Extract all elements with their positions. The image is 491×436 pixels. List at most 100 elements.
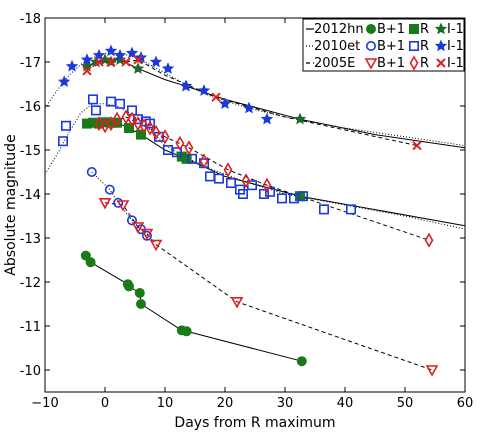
point-2005e-r xyxy=(106,116,116,132)
y-tick-label: -14 xyxy=(20,188,41,203)
point-2005e-r xyxy=(424,232,434,248)
point-2012hn-b-1 xyxy=(181,326,192,337)
point-2005e-b-1 xyxy=(98,198,112,210)
fit-curves xyxy=(45,52,465,371)
point-2005e-r xyxy=(262,177,272,193)
x-tick-label: 30 xyxy=(277,396,294,411)
y-tick-label: -12 xyxy=(20,276,41,291)
point-2010et-i-1 xyxy=(161,62,175,74)
point-2010et-i-1 xyxy=(179,79,193,92)
legend-entry: I-1 xyxy=(447,39,464,54)
y-tick-label: -11 xyxy=(20,320,41,335)
point-2010et-r xyxy=(172,147,183,158)
point-2010et-i-1 xyxy=(125,46,139,59)
point-2005e-i-1 xyxy=(211,92,221,102)
y-tick-label: -16 xyxy=(20,100,41,115)
point-2005e-i-1 xyxy=(94,57,104,67)
y-tick-label: -13 xyxy=(20,232,41,247)
legend-marker xyxy=(434,22,448,35)
legend-entry: R xyxy=(420,39,429,54)
legend-entry: R xyxy=(420,56,429,71)
point-2010et-b-1 xyxy=(127,215,138,226)
point-2005e-b-1 xyxy=(149,239,163,252)
point-2012hn-i-1 xyxy=(293,112,307,125)
x-tick-label: 60 xyxy=(457,396,474,411)
plot-frame xyxy=(44,17,466,393)
point-2005e-r xyxy=(145,120,155,136)
point-2005e-r xyxy=(127,111,137,127)
point-2010et-i-1 xyxy=(80,53,94,66)
legend-marker xyxy=(436,58,446,68)
point-2005e-r xyxy=(241,173,251,189)
point-2010et-r xyxy=(60,120,71,131)
legend-entry: I-1 xyxy=(447,22,464,37)
point-2010et-i-1 xyxy=(242,101,256,114)
point-2005e-i-1 xyxy=(121,57,131,67)
point-2012hn-r xyxy=(181,153,192,164)
point-2010et-r xyxy=(205,171,216,182)
legend-object-2005E: 2005E xyxy=(314,56,355,71)
x-tick-label: 40 xyxy=(337,396,354,411)
point-2012hn-r xyxy=(294,191,305,202)
point-2005e-b-1 xyxy=(131,222,145,234)
point-2005e-b-1 xyxy=(425,365,439,377)
point-2005e-r xyxy=(175,135,185,151)
x-tick-label: 0 xyxy=(101,396,109,411)
point-2010et-r xyxy=(258,189,269,200)
legend-marker xyxy=(434,39,448,52)
point-2005e-i-1 xyxy=(133,55,143,65)
point-2010et-i-1 xyxy=(218,97,232,110)
point-2005e-r xyxy=(184,140,194,156)
point-2010et-r xyxy=(57,136,68,147)
fit-curve-2010et xyxy=(45,52,465,147)
data-markers xyxy=(57,44,439,377)
point-2010et-r xyxy=(214,173,225,184)
y-axis-label: Absolute magnitude xyxy=(3,134,19,275)
x-axis-label: Days from R maximum xyxy=(174,415,335,431)
point-2005e-r xyxy=(112,111,122,127)
point-2012hn-b-1 xyxy=(85,257,96,268)
x-tick-labels: −10 0 10 20 30 40 50 60 xyxy=(31,396,473,411)
point-2005e-i-1 xyxy=(106,57,116,67)
point-2010et-r xyxy=(276,193,287,204)
legend-marker xyxy=(365,40,376,51)
point-2005e-r xyxy=(121,109,131,125)
point-2012hn-i-1 xyxy=(131,62,145,74)
point-2005e-r xyxy=(223,162,233,178)
point-2012hn-b-1 xyxy=(80,250,91,261)
point-2010et-i-1 xyxy=(104,44,118,57)
point-2010et-b-1 xyxy=(104,184,115,195)
y-tick-label: -17 xyxy=(20,56,41,71)
legend-marker xyxy=(409,55,419,71)
x-tick-label: 20 xyxy=(217,396,234,411)
fit-curve-2005E xyxy=(104,202,433,371)
legend-object-2012hn: 2012hn xyxy=(314,22,364,37)
point-2012hn-b-1 xyxy=(134,287,145,298)
point-2012hn-b-1 xyxy=(296,356,307,367)
point-2012hn-r xyxy=(124,123,135,134)
point-2005e-b-1 xyxy=(140,228,154,241)
point-2010et-i-1 xyxy=(113,48,127,61)
point-2010et-r xyxy=(318,204,329,215)
point-2010et-r xyxy=(297,191,308,202)
point-2010et-i-1 xyxy=(58,75,71,88)
x-tick-label: 50 xyxy=(397,396,414,411)
point-2005e-i-1 xyxy=(412,140,422,151)
point-2005e-r xyxy=(151,124,161,140)
point-2005e-i-1 xyxy=(82,66,92,76)
y-tick-label: -10 xyxy=(20,364,41,379)
x-tick-label: 10 xyxy=(157,396,174,411)
point-2010et-b-1 xyxy=(113,197,124,208)
y-tick-labels: -10 -11 -12 -13 -14 -15 -16 -17 -18 xyxy=(20,12,41,379)
point-2012hn-r xyxy=(136,129,147,140)
point-2012hn-r xyxy=(112,117,123,128)
point-2005e-b-1 xyxy=(230,296,244,309)
legend-marker xyxy=(365,23,376,34)
axis-ticks xyxy=(44,17,466,392)
point-2010et-r xyxy=(88,94,99,105)
point-2005e-r xyxy=(160,129,170,145)
legend-marker xyxy=(408,23,419,34)
point-2010et-r xyxy=(238,189,249,200)
point-2010et-r xyxy=(345,204,356,215)
